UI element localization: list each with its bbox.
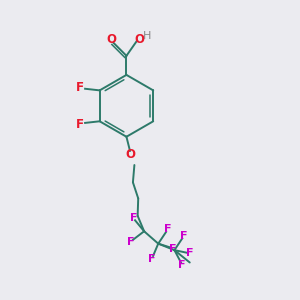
Text: F: F [130, 213, 137, 223]
Text: F: F [76, 81, 84, 94]
Text: F: F [164, 224, 171, 234]
Text: F: F [76, 118, 84, 130]
Text: F: F [169, 244, 177, 254]
Text: F: F [148, 254, 155, 263]
Text: F: F [178, 260, 186, 270]
Text: F: F [127, 237, 134, 247]
Text: O: O [134, 33, 144, 46]
Text: F: F [180, 231, 188, 241]
Text: O: O [106, 33, 116, 46]
Text: H: H [143, 31, 152, 40]
Text: O: O [126, 148, 136, 161]
Text: F: F [186, 248, 193, 258]
